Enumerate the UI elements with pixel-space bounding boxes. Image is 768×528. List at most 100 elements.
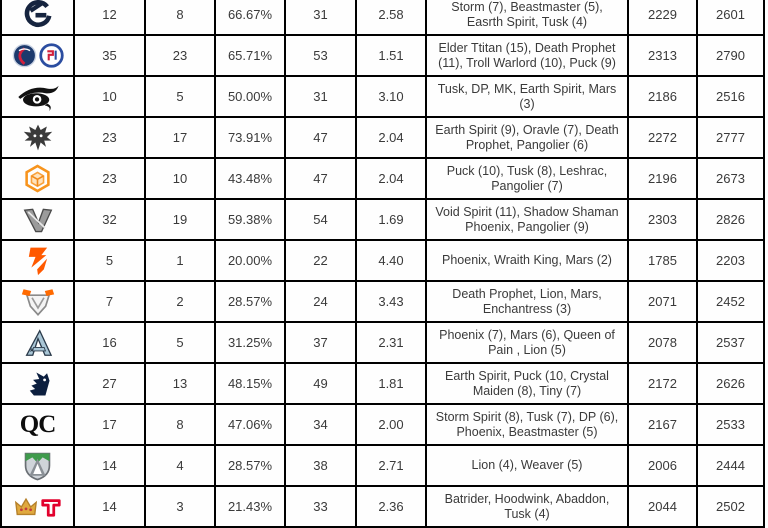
games-cell[interactable]: 7 [73, 280, 146, 323]
rating-start-cell[interactable]: 2006 [627, 444, 698, 487]
winrate-cell[interactable]: 28.57% [214, 280, 286, 323]
winrate-cell[interactable]: 59.38% [214, 198, 286, 241]
rating-start-cell[interactable]: 2078 [627, 321, 698, 364]
winrate-cell[interactable]: 20.00% [214, 239, 286, 282]
wins-cell[interactable]: 17 [144, 116, 216, 159]
heropool-cell[interactable]: 47 [284, 116, 357, 159]
top-heroes-cell[interactable]: Phoenix, Wraith King, Mars (2) [425, 239, 629, 282]
heropool-cell[interactable]: 38 [284, 444, 357, 487]
winrate-cell[interactable]: 50.00% [214, 75, 286, 118]
top-heroes-cell[interactable]: Death Prophet, Lion, Mars, Enchantress (… [425, 280, 629, 323]
rating-start-cell[interactable]: 1785 [627, 239, 698, 282]
rating-end-cell[interactable]: 2452 [696, 280, 765, 323]
heropool-cell[interactable]: 31 [284, 0, 357, 36]
games-cell[interactable]: 23 [73, 157, 146, 200]
winrate-cell[interactable]: 47.06% [214, 403, 286, 446]
team-logo-cell[interactable] [0, 280, 75, 323]
winrate-cell[interactable]: 73.91% [214, 116, 286, 159]
winrate-cell[interactable]: 66.67% [214, 0, 286, 36]
rating-start-cell[interactable]: 2303 [627, 198, 698, 241]
top-heroes-cell[interactable]: Earth Spirit (9), Oravle (7), Death Prop… [425, 116, 629, 159]
avg-cell[interactable]: 2.00 [355, 403, 427, 446]
top-heroes-cell[interactable]: Batrider, Hoodwink, Abaddon, Tusk (4) [425, 485, 629, 528]
top-heroes-cell[interactable]: Storm (7), Beastmaster (5), Easrth Spiri… [425, 0, 629, 36]
team-logo-cell[interactable] [0, 34, 75, 77]
team-logo-cell[interactable] [0, 444, 75, 487]
heropool-cell[interactable]: 33 [284, 485, 357, 528]
rating-end-cell[interactable]: 2601 [696, 0, 765, 36]
avg-cell[interactable]: 2.04 [355, 157, 427, 200]
games-cell[interactable]: 12 [73, 0, 146, 36]
heropool-cell[interactable]: 53 [284, 34, 357, 77]
games-cell[interactable]: 32 [73, 198, 146, 241]
heropool-cell[interactable]: 54 [284, 198, 357, 241]
avg-cell[interactable]: 4.40 [355, 239, 427, 282]
rating-end-cell[interactable]: 2203 [696, 239, 765, 282]
rating-end-cell[interactable]: 2826 [696, 198, 765, 241]
wins-cell[interactable]: 10 [144, 157, 216, 200]
heropool-cell[interactable]: 24 [284, 280, 357, 323]
rating-start-cell[interactable]: 2196 [627, 157, 698, 200]
top-heroes-cell[interactable]: Void Spirit (11), Shadow Shaman Phoenix,… [425, 198, 629, 241]
rating-start-cell[interactable]: 2229 [627, 0, 698, 36]
rating-end-cell[interactable]: 2777 [696, 116, 765, 159]
wins-cell[interactable]: 8 [144, 0, 216, 36]
heropool-cell[interactable]: 49 [284, 362, 357, 405]
wins-cell[interactable]: 5 [144, 321, 216, 364]
rating-start-cell[interactable]: 2313 [627, 34, 698, 77]
avg-cell[interactable]: 3.43 [355, 280, 427, 323]
wins-cell[interactable]: 23 [144, 34, 216, 77]
rating-end-cell[interactable]: 2537 [696, 321, 765, 364]
top-heroes-cell[interactable]: Earth Spirit, Puck (10, Crystal Maiden (… [425, 362, 629, 405]
rating-start-cell[interactable]: 2172 [627, 362, 698, 405]
rating-end-cell[interactable]: 2626 [696, 362, 765, 405]
wins-cell[interactable]: 19 [144, 198, 216, 241]
rating-start-cell[interactable]: 2272 [627, 116, 698, 159]
avg-cell[interactable]: 2.36 [355, 485, 427, 528]
games-cell[interactable]: 10 [73, 75, 146, 118]
winrate-cell[interactable]: 31.25% [214, 321, 286, 364]
wins-cell[interactable]: 2 [144, 280, 216, 323]
avg-cell[interactable]: 1.69 [355, 198, 427, 241]
avg-cell[interactable]: 2.71 [355, 444, 427, 487]
wins-cell[interactable]: 4 [144, 444, 216, 487]
top-heroes-cell[interactable]: Puck (10), Tusk (8), Leshrac, Pangolier … [425, 157, 629, 200]
games-cell[interactable]: 35 [73, 34, 146, 77]
team-logo-cell[interactable] [0, 239, 75, 282]
games-cell[interactable]: 14 [73, 485, 146, 528]
avg-cell[interactable]: 2.31 [355, 321, 427, 364]
wins-cell[interactable]: 1 [144, 239, 216, 282]
top-heroes-cell[interactable]: Storm Spirit (8), Tusk (7), DP (6), Phoe… [425, 403, 629, 446]
rating-start-cell[interactable]: 2044 [627, 485, 698, 528]
wins-cell[interactable]: 3 [144, 485, 216, 528]
avg-cell[interactable]: 2.04 [355, 116, 427, 159]
games-cell[interactable]: 27 [73, 362, 146, 405]
winrate-cell[interactable]: 43.48% [214, 157, 286, 200]
heropool-cell[interactable]: 47 [284, 157, 357, 200]
heropool-cell[interactable]: 22 [284, 239, 357, 282]
rating-end-cell[interactable]: 2790 [696, 34, 765, 77]
games-cell[interactable]: 16 [73, 321, 146, 364]
team-logo-cell[interactable] [0, 157, 75, 200]
games-cell[interactable]: 23 [73, 116, 146, 159]
wins-cell[interactable]: 13 [144, 362, 216, 405]
top-heroes-cell[interactable]: Elder Ttitan (15), Death Prophet (11), T… [425, 34, 629, 77]
avg-cell[interactable]: 1.81 [355, 362, 427, 405]
winrate-cell[interactable]: 28.57% [214, 444, 286, 487]
rating-start-cell[interactable]: 2071 [627, 280, 698, 323]
rating-end-cell[interactable]: 2533 [696, 403, 765, 446]
rating-start-cell[interactable]: 2186 [627, 75, 698, 118]
rating-start-cell[interactable]: 2167 [627, 403, 698, 446]
games-cell[interactable]: 5 [73, 239, 146, 282]
top-heroes-cell[interactable]: Lion (4), Weaver (5) [425, 444, 629, 487]
avg-cell[interactable]: 2.58 [355, 0, 427, 36]
team-logo-cell[interactable] [0, 0, 75, 36]
team-logo-cell[interactable]: QC [0, 403, 75, 446]
winrate-cell[interactable]: 65.71% [214, 34, 286, 77]
wins-cell[interactable]: 8 [144, 403, 216, 446]
rating-end-cell[interactable]: 2516 [696, 75, 765, 118]
team-logo-cell[interactable] [0, 362, 75, 405]
rating-end-cell[interactable]: 2673 [696, 157, 765, 200]
avg-cell[interactable]: 3.10 [355, 75, 427, 118]
heropool-cell[interactable]: 37 [284, 321, 357, 364]
